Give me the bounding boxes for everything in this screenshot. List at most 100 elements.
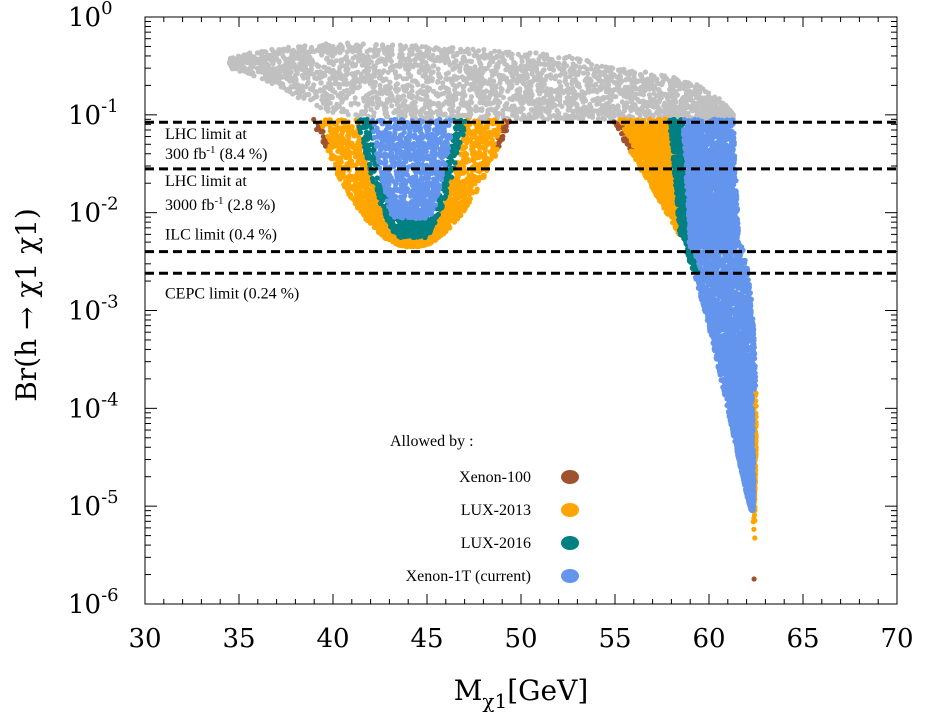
- data-point-grey: [547, 72, 554, 78]
- data-point-grey: [284, 75, 290, 81]
- data-point-orange: [418, 240, 424, 246]
- data-point-orange: [650, 160, 656, 166]
- data-point-grey: [250, 71, 256, 77]
- data-point-grey: [500, 76, 506, 82]
- data-point-grey: [556, 110, 562, 116]
- data-point-grey: [493, 97, 499, 103]
- data-point-grey: [654, 76, 660, 82]
- data-point-grey: [317, 71, 323, 77]
- data-point-grey: [457, 68, 463, 74]
- data-point-grey: [339, 63, 345, 69]
- data-point-orange: [373, 215, 379, 221]
- data-point-orange: [468, 132, 474, 138]
- data-point-grey: [358, 74, 364, 80]
- data-point-grey: [417, 96, 424, 102]
- data-point-grey: [344, 49, 350, 55]
- data-point-orange: [344, 142, 350, 149]
- data-point-grey: [484, 65, 490, 71]
- data-point-orange: [357, 201, 363, 207]
- data-point-orange: [337, 125, 343, 131]
- data-point-grey: [263, 54, 269, 60]
- data-point-grey: [461, 77, 467, 83]
- data-point-orange: [451, 210, 457, 216]
- data-point-orange: [494, 127, 500, 133]
- data-point-grey: [595, 116, 601, 122]
- data-point-grey: [418, 62, 424, 68]
- data-point-grey: [414, 80, 420, 86]
- data-point-grey: [518, 63, 524, 69]
- data-point-grey: [546, 58, 553, 64]
- data-point-orange: [360, 177, 366, 183]
- data-point-grey: [497, 80, 503, 86]
- data-point-grey: [431, 63, 437, 69]
- data-point-grey: [630, 106, 636, 112]
- data-point-grey: [450, 99, 456, 105]
- data-point-grey: [608, 104, 614, 110]
- data-point-grey: [441, 101, 447, 107]
- data-point-grey: [456, 106, 462, 112]
- data-point-grey: [355, 101, 361, 107]
- data-point-grey: [450, 76, 456, 82]
- data-point-grey: [405, 55, 412, 62]
- data-point-grey: [574, 56, 580, 62]
- data-point-grey: [526, 100, 532, 106]
- data-point-orange: [464, 202, 470, 208]
- data-point-grey: [471, 52, 477, 59]
- data-point-grey: [569, 115, 575, 121]
- data-point-grey: [481, 47, 487, 53]
- data-point-orange: [655, 170, 661, 176]
- data-point-grey: [447, 106, 453, 113]
- data-point-grey: [362, 79, 368, 85]
- data-point-orange: [491, 149, 497, 155]
- data-point-grey: [296, 44, 302, 50]
- data-point-grey: [527, 50, 533, 56]
- data-point-grey: [305, 81, 311, 87]
- data-point-orange: [458, 206, 464, 212]
- data-point-grey: [438, 48, 444, 54]
- data-point-grey: [313, 90, 319, 96]
- data-point-grey: [382, 105, 388, 111]
- data-point-grey: [509, 97, 516, 103]
- data-point-orange: [378, 230, 384, 236]
- data-point-grey: [621, 102, 628, 108]
- data-point-orange: [471, 173, 477, 179]
- data-point-grey: [548, 89, 555, 95]
- data-point-grey: [454, 91, 461, 97]
- data-point-grey: [460, 88, 467, 94]
- data-point-grey: [671, 92, 677, 99]
- data-point-grey: [519, 58, 525, 64]
- data-point-grey: [669, 105, 675, 112]
- scatter-points: [227, 40, 759, 582]
- data-point-grey: [523, 92, 529, 98]
- data-point-grey: [373, 42, 379, 49]
- data-point-grey: [325, 105, 331, 112]
- data-point-orange: [360, 190, 366, 196]
- data-point-grey: [419, 57, 425, 64]
- data-point-grey: [419, 90, 426, 97]
- data-point-grey: [638, 84, 644, 90]
- data-point-grey: [592, 66, 598, 72]
- data-point-grey: [440, 83, 446, 90]
- data-point-grey: [380, 42, 386, 48]
- data-point-grey: [423, 110, 429, 116]
- data-point-grey: [371, 67, 377, 73]
- data-point-grey: [533, 50, 539, 56]
- data-point-grey: [336, 85, 342, 91]
- data-point-grey: [452, 65, 458, 71]
- data-point-grey: [496, 49, 502, 55]
- data-point-grey: [383, 76, 389, 82]
- data-point-orange: [651, 173, 657, 179]
- data-point-grey: [504, 106, 510, 112]
- data-point-grey: [452, 87, 458, 93]
- data-point-grey: [372, 53, 379, 59]
- data-point-grey: [364, 67, 370, 73]
- data-point-grey: [671, 98, 677, 104]
- data-point-grey: [349, 62, 355, 68]
- data-point-orange: [479, 132, 485, 138]
- data-point-grey: [525, 59, 531, 65]
- data-point-grey: [367, 47, 373, 53]
- data-point-grey: [270, 66, 276, 72]
- data-point-grey: [412, 57, 418, 63]
- data-point-grey: [463, 64, 469, 71]
- data-point-grey: [602, 110, 609, 117]
